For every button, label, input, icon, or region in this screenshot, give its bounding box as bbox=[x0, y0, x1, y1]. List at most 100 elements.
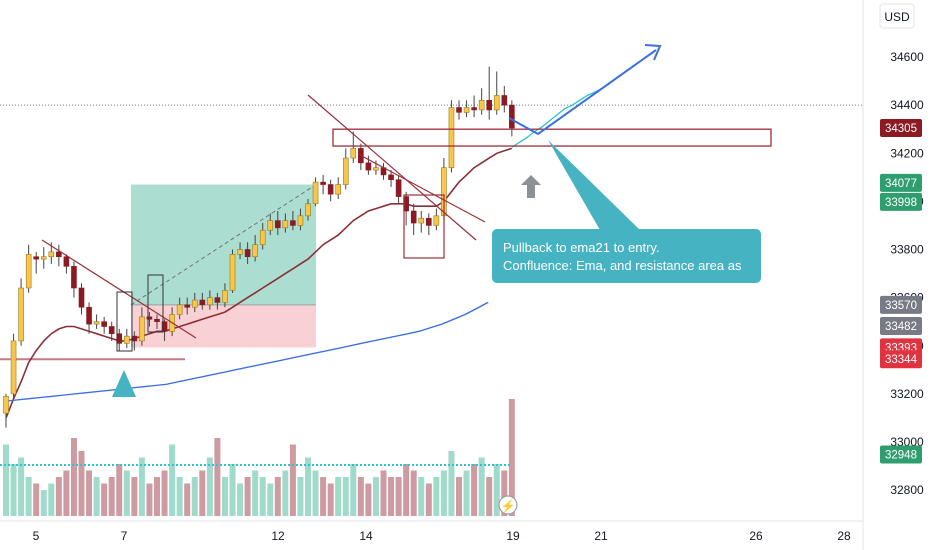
price-tag-label: 32948 bbox=[885, 450, 917, 462]
price-tag-label: 33570 bbox=[885, 300, 917, 312]
currency-badge[interactable] bbox=[879, 3, 915, 29]
ema21-line bbox=[5, 147, 513, 419]
volume-bar bbox=[267, 483, 274, 516]
volume-bar bbox=[463, 470, 470, 516]
candle-body bbox=[297, 215, 304, 226]
candle-body bbox=[478, 100, 485, 111]
candle-body bbox=[18, 287, 24, 342]
candle-body bbox=[146, 316, 153, 320]
highlight-box-3 bbox=[403, 194, 445, 259]
volume-bar bbox=[116, 464, 123, 516]
time-axis[interactable]: 5 7 12 14 19 21 26 28 bbox=[0, 520, 863, 543]
candle-body bbox=[3, 395, 9, 414]
x-tick-label: 19 bbox=[506, 529, 520, 543]
price-tag-label: 34305 bbox=[885, 123, 917, 135]
candle-body bbox=[493, 95, 500, 111]
volume-bar bbox=[108, 477, 115, 516]
projection-arrowhead bbox=[644, 44, 662, 61]
volume-bar bbox=[101, 483, 108, 516]
volume-bar bbox=[259, 477, 266, 516]
x-tick-label: 21 bbox=[594, 529, 608, 543]
candle-body bbox=[456, 107, 462, 113]
price-tag-label: 33482 bbox=[885, 321, 917, 333]
candle-body bbox=[222, 290, 228, 303]
callout-text: Pullback to ema21 to entry. bbox=[503, 240, 660, 255]
price-tag bbox=[880, 445, 922, 464]
volume-bar bbox=[146, 483, 153, 516]
annotation-callout[interactable]: Pullback to ema21 to entry. Confluence: E… bbox=[492, 140, 761, 515]
stop-zone bbox=[131, 304, 316, 348]
y-tick-label: 33000 bbox=[890, 435, 924, 449]
candle-body bbox=[154, 318, 160, 322]
callout-pointer bbox=[548, 140, 640, 230]
volume-bar bbox=[388, 477, 395, 516]
candle-body bbox=[471, 107, 477, 111]
candle-body bbox=[71, 266, 77, 289]
volume-bar bbox=[33, 483, 40, 516]
y-tick-label: 34600 bbox=[890, 50, 924, 64]
price-tag bbox=[880, 118, 922, 137]
position-zones bbox=[0, 104, 863, 361]
candle-body bbox=[418, 217, 425, 224]
trendline-1 bbox=[41, 239, 197, 339]
volume-bar bbox=[48, 483, 55, 516]
volume-bar bbox=[184, 483, 191, 516]
candle-body bbox=[237, 249, 243, 255]
candle-body bbox=[365, 162, 372, 171]
candle-body bbox=[139, 316, 145, 342]
volume-bar bbox=[478, 457, 485, 516]
ema-fast-line bbox=[511, 82, 611, 148]
volume-bar bbox=[297, 477, 304, 516]
y-tick-label: 34400 bbox=[890, 98, 924, 112]
candle-body bbox=[486, 100, 493, 111]
candle-body bbox=[131, 335, 138, 342]
volume-bar bbox=[86, 470, 93, 516]
y-tick-label: 34200 bbox=[890, 146, 924, 160]
candle-body bbox=[207, 297, 213, 306]
volume-bar bbox=[365, 483, 372, 516]
x-tick-label: 5 bbox=[33, 529, 40, 543]
volume-bar bbox=[40, 490, 47, 516]
candle-body bbox=[184, 304, 190, 308]
candle-body bbox=[244, 249, 251, 258]
highlight-box-1 bbox=[116, 291, 133, 352]
volume-bar bbox=[425, 483, 432, 516]
volume-bar bbox=[357, 477, 364, 516]
volume-bar bbox=[237, 483, 244, 516]
volume-bar bbox=[372, 477, 379, 516]
price-tag bbox=[880, 173, 922, 192]
candle-body bbox=[78, 287, 85, 308]
volume-bar bbox=[3, 444, 9, 516]
target-zone bbox=[131, 184, 316, 305]
price-axis[interactable]: USD 328003300033200334003360033800340003… bbox=[862, 0, 924, 550]
callout-box bbox=[492, 229, 761, 283]
trendline-2 bbox=[307, 94, 477, 241]
volume-bar bbox=[229, 464, 236, 516]
candle-body bbox=[161, 321, 168, 332]
currency-label: USD bbox=[884, 10, 910, 24]
candle-body bbox=[312, 181, 319, 205]
candle-body bbox=[274, 220, 281, 229]
volume-bar bbox=[493, 464, 500, 516]
candle-body bbox=[388, 174, 394, 181]
position-diagonal bbox=[130, 184, 317, 306]
volume-bar bbox=[154, 477, 160, 516]
candle-body bbox=[10, 340, 17, 395]
candle-body bbox=[176, 304, 183, 315]
candle-body bbox=[124, 335, 130, 344]
up-arrow-icon bbox=[521, 175, 541, 198]
price-tag-label: 33344 bbox=[885, 354, 918, 366]
volume-bar bbox=[93, 477, 100, 516]
volume-bar bbox=[320, 477, 327, 516]
candle-body bbox=[40, 256, 47, 260]
volume-bar bbox=[274, 477, 281, 516]
candle-body bbox=[199, 299, 206, 306]
y-tick-label: 33800 bbox=[890, 243, 924, 257]
candle-body bbox=[282, 220, 289, 229]
volume-bar bbox=[63, 470, 70, 516]
ema-slow-line bbox=[5, 301, 489, 402]
volume-bar bbox=[508, 399, 515, 516]
candle-body bbox=[463, 107, 470, 113]
volume-bar bbox=[206, 457, 213, 516]
